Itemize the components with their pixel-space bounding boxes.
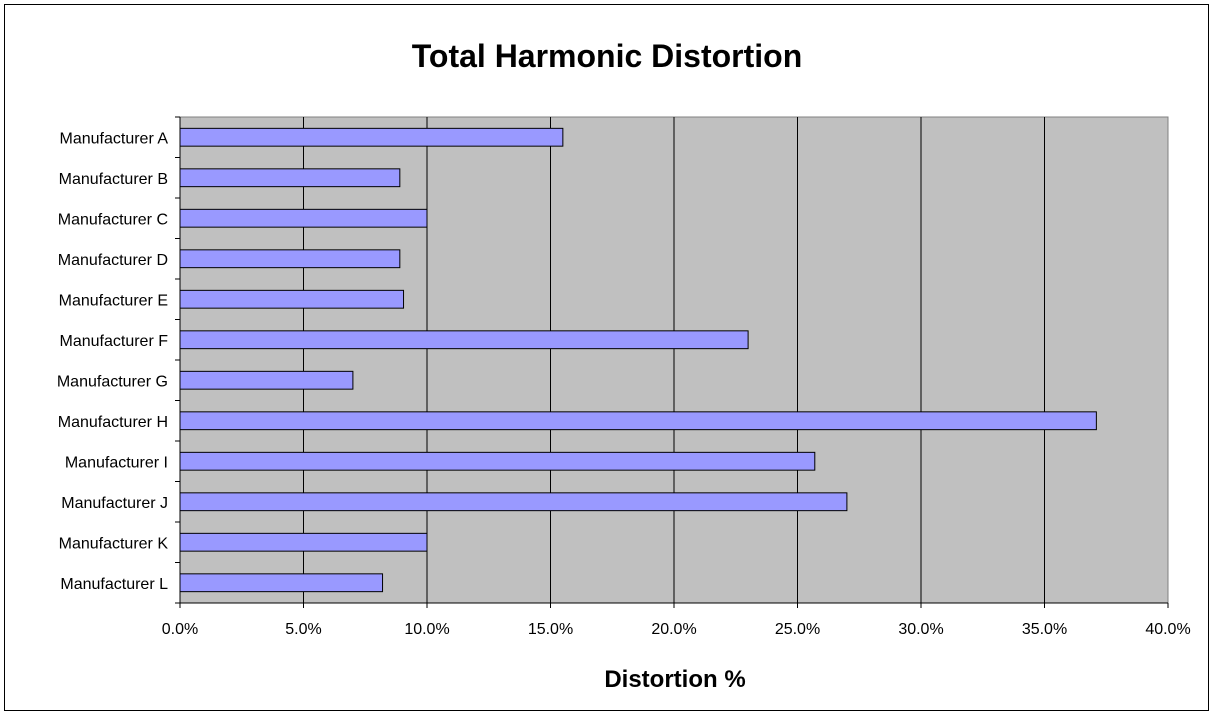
y-tick-label: Manufacturer F [60, 333, 169, 350]
x-tick-label: 25.0% [775, 621, 820, 638]
x-tick-label: 35.0% [1022, 621, 1067, 638]
x-tick-label: 0.0% [162, 621, 198, 638]
y-tick-labels: Manufacturer A Manufacturer B Manufacturer… [57, 130, 168, 593]
y-tick-label: Manufacturer J [61, 495, 168, 512]
y-tick-label: Manufacturer G [57, 373, 168, 390]
y-tick-label: Manufacturer K [59, 535, 169, 552]
y-tick-label: Manufacturer L [60, 576, 168, 593]
x-tick-label: 40.0% [1145, 621, 1190, 638]
bar [179, 289, 405, 309]
bar [179, 127, 564, 147]
x-tick-label: 5.0% [285, 621, 321, 638]
gridlines [303, 117, 1045, 603]
bar [179, 249, 401, 269]
bar [179, 451, 816, 471]
bar [179, 370, 354, 390]
axes [175, 116, 1169, 608]
y-tick-label: Manufacturer H [58, 414, 168, 431]
bar [179, 168, 401, 188]
bar-chart: Total Harmonic Distortion Manufacturer A… [57, 38, 1191, 693]
x-tick-label: 10.0% [404, 621, 449, 638]
bar [179, 532, 428, 552]
bar [179, 208, 428, 228]
y-tick-label: Manufacturer D [58, 252, 168, 269]
bars [179, 127, 1097, 593]
y-tick-label: Manufacturer C [58, 211, 168, 228]
y-tick-label: Manufacturer I [65, 454, 168, 471]
x-tick-label: 20.0% [651, 621, 696, 638]
x-axis-label: Distortion % [604, 666, 745, 693]
y-tick-label: Manufacturer B [59, 171, 168, 188]
chart-title: Total Harmonic Distortion [412, 38, 803, 74]
x-tick-label: 15.0% [528, 621, 573, 638]
y-tick-label: Manufacturer A [60, 130, 169, 147]
chart-frame: Total Harmonic Distortion Manufacturer A… [4, 4, 1209, 711]
bar [179, 330, 749, 350]
bar [179, 573, 384, 593]
y-tick-label: Manufacturer E [59, 292, 168, 309]
x-tick-label: 30.0% [898, 621, 943, 638]
bar [179, 492, 848, 512]
x-tick-labels: 0.0% 5.0% 10.0% 15.0% 20.0% 25.0% 30.0% 35.0% 40… [162, 621, 1191, 638]
bar [179, 411, 1097, 431]
